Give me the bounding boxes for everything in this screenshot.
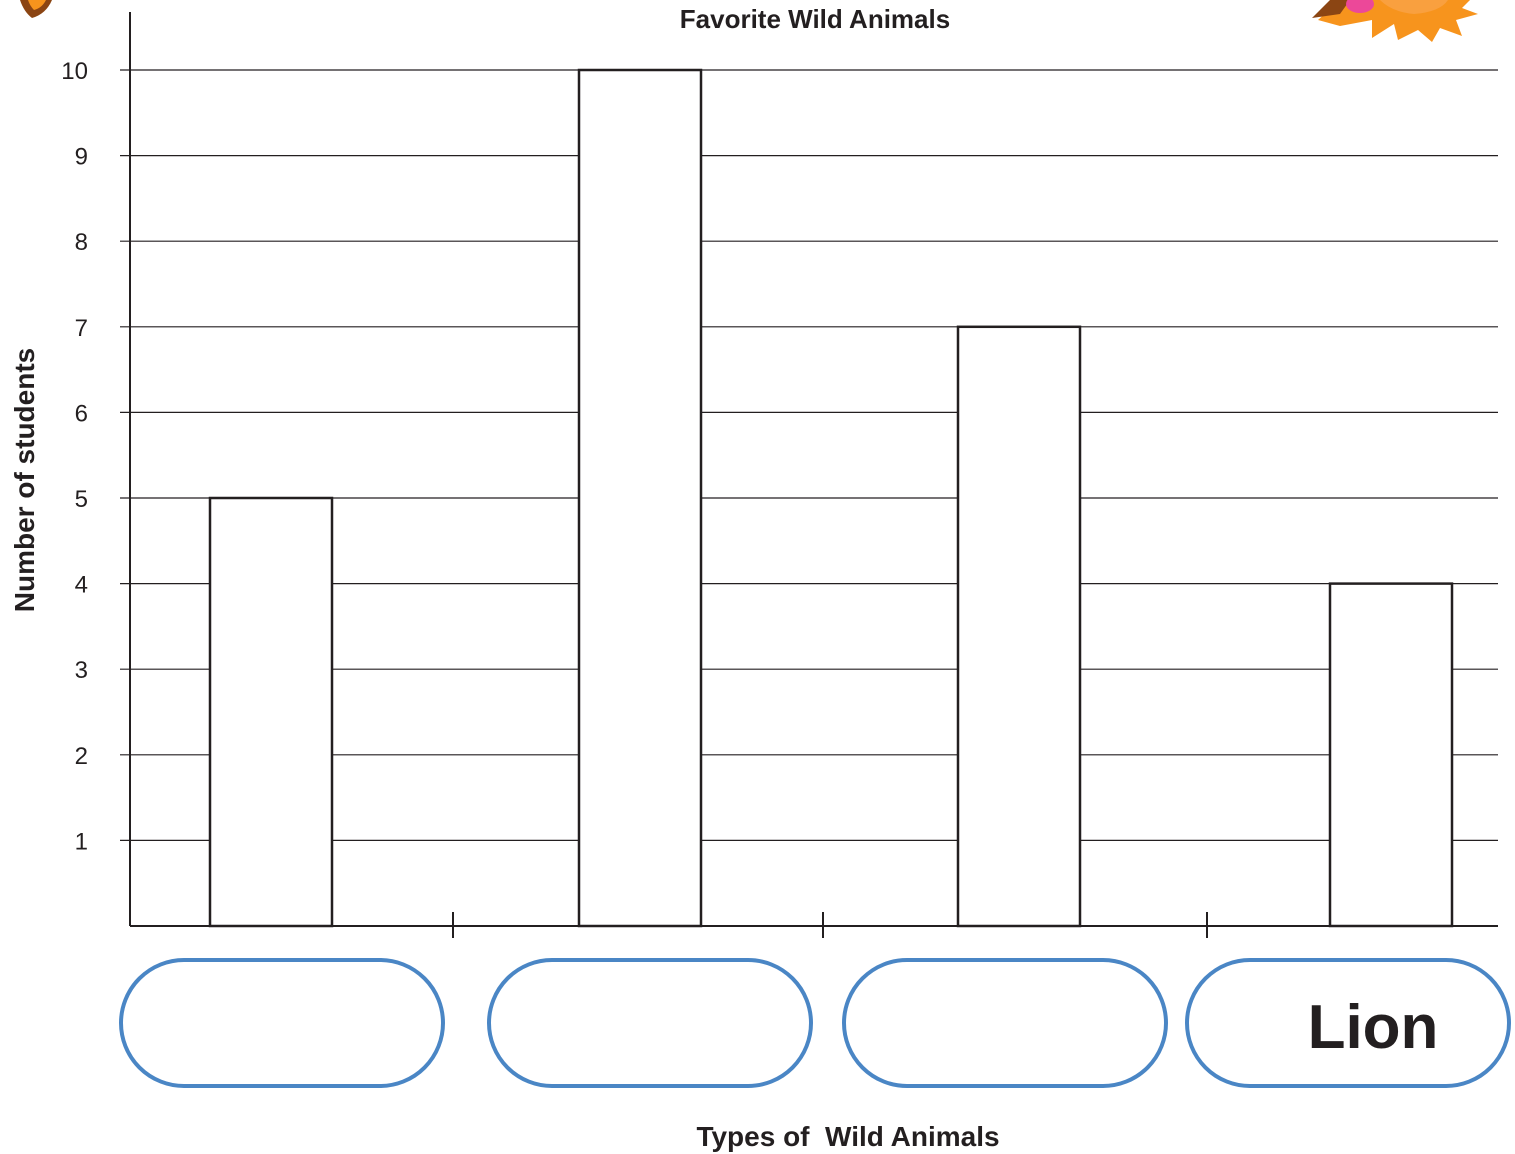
y-tick-label: 6 bbox=[75, 400, 88, 427]
lion-mane-icon bbox=[1312, 0, 1478, 42]
gridlines bbox=[120, 69, 1498, 842]
bar bbox=[577, 68, 703, 928]
y-tick-label: 5 bbox=[75, 486, 88, 513]
y-tick-label: 8 bbox=[75, 229, 88, 256]
chart-title: Favorite Wild Animals bbox=[680, 4, 950, 34]
bar bbox=[956, 325, 1082, 928]
y-tick-label: 2 bbox=[75, 743, 88, 770]
animal-ear-icon bbox=[20, 0, 52, 18]
category-label-box bbox=[842, 958, 1168, 1088]
y-tick-labels: 1 2 3 4 5 6 7 8 9 10 bbox=[61, 58, 88, 855]
y-tick-label: 9 bbox=[75, 144, 88, 171]
label-box-outline bbox=[1185, 958, 1511, 1088]
label-box-outline bbox=[842, 958, 1168, 1088]
category-label-box bbox=[119, 958, 445, 1088]
category-labels: Lion bbox=[119, 958, 1511, 1088]
bars bbox=[208, 68, 1454, 928]
bar bbox=[1328, 582, 1454, 928]
label-box-outline bbox=[487, 958, 813, 1088]
x-axis-title: Types of Wild Animals bbox=[696, 1121, 999, 1152]
y-tick-label: 4 bbox=[75, 572, 88, 599]
y-tick-label: 10 bbox=[61, 58, 88, 85]
y-axis-title: Number of students bbox=[9, 348, 40, 612]
category-label: Lion bbox=[1308, 993, 1439, 1062]
y-tick-label: 1 bbox=[75, 828, 88, 855]
category-label-box bbox=[487, 958, 813, 1088]
bar bbox=[208, 496, 334, 928]
label-box-outline bbox=[119, 958, 445, 1088]
y-tick-label: 3 bbox=[75, 657, 88, 684]
x-ticks bbox=[452, 912, 1208, 938]
y-tick-label: 7 bbox=[75, 315, 88, 342]
category-label-box: Lion bbox=[1185, 958, 1511, 1088]
